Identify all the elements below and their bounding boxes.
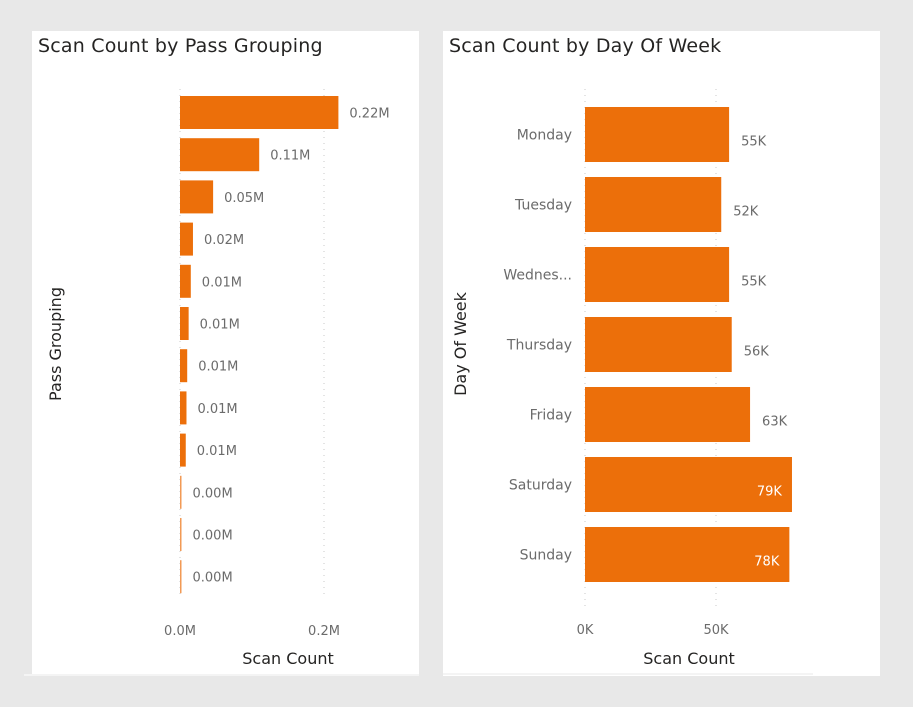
bar[interactable] xyxy=(180,222,193,256)
category-label: Thursday xyxy=(506,338,572,354)
bar[interactable] xyxy=(180,475,182,509)
chart-panel-pass-grouping[interactable]: Scan Count by Pass Grouping 0.22M 0.11M 0.… xyxy=(32,31,419,676)
bar[interactable] xyxy=(180,138,260,172)
bar-chart-pass-grouping: 0.22M 0.11M 0.05M 0.02M 0.01M 0.01M 0.01M 0.01M… xyxy=(46,89,390,668)
data-label: 0.01M xyxy=(198,360,238,375)
data-label: 0.00M xyxy=(193,571,233,586)
data-label: 0.01M xyxy=(197,444,237,459)
category-label: Saturday xyxy=(509,478,572,494)
data-label: 55K xyxy=(741,135,767,150)
data-label: 78K xyxy=(754,555,780,570)
category-label: Wednes... xyxy=(503,268,572,284)
y-axis-title: Day Of Week xyxy=(451,291,470,396)
bar[interactable] xyxy=(585,107,730,162)
x-tick-label: 0.0M xyxy=(164,624,196,639)
category-label: Sunday xyxy=(520,548,572,564)
category-label: Monday xyxy=(517,128,572,144)
x-axis-title: Scan Count xyxy=(643,649,735,668)
bar[interactable] xyxy=(180,264,191,298)
data-label: 0.01M xyxy=(197,402,237,417)
bar[interactable] xyxy=(180,391,187,425)
data-label: 55K xyxy=(741,275,767,290)
bar[interactable] xyxy=(180,433,186,467)
category-label: Tuesday xyxy=(514,198,572,214)
data-label: 0.11M xyxy=(270,149,310,164)
bar[interactable] xyxy=(180,349,188,383)
bar[interactable] xyxy=(585,387,751,442)
bar[interactable] xyxy=(585,527,790,582)
bar[interactable] xyxy=(180,518,182,551)
data-label: 52K xyxy=(733,205,759,220)
bar[interactable] xyxy=(585,457,792,512)
data-label: 0.05M xyxy=(224,191,264,206)
bar-chart-day-of-week: 55K 52K 55K 56K 63K 79K 78K Monday Tuesday Wedne… xyxy=(451,89,792,668)
data-label: 0.02M xyxy=(204,233,244,248)
data-label: 0.22M xyxy=(349,107,389,122)
bar[interactable] xyxy=(585,177,722,232)
data-label: 56K xyxy=(744,345,770,360)
data-label: 0.01M xyxy=(200,318,240,333)
x-tick-label: 0K xyxy=(577,623,594,638)
x-axis-title: Scan Count xyxy=(242,649,334,668)
data-label: 79K xyxy=(757,485,783,500)
chart-panel-day-of-week[interactable]: Scan Count by Day Of Week 55K 52K 55K 56K 63… xyxy=(443,31,880,676)
data-label: 63K xyxy=(762,415,788,430)
y-axis-title: Pass Grouping xyxy=(46,287,65,401)
data-label: 0.01M xyxy=(202,275,242,290)
panel-divider xyxy=(24,674,419,676)
bar[interactable] xyxy=(180,180,214,214)
bar[interactable] xyxy=(180,96,339,129)
bar[interactable] xyxy=(585,247,730,302)
bar[interactable] xyxy=(180,307,189,340)
bar[interactable] xyxy=(180,560,182,594)
panel-divider xyxy=(443,673,813,675)
data-label: 0.00M xyxy=(193,529,233,544)
chart-title: Scan Count by Day Of Week xyxy=(449,35,722,57)
data-label: 0.00M xyxy=(193,486,233,501)
x-tick-label: 0.2M xyxy=(308,624,340,639)
category-label: Friday xyxy=(530,408,572,424)
x-tick-label: 50K xyxy=(703,623,729,638)
chart-title: Scan Count by Pass Grouping xyxy=(38,35,323,57)
bar[interactable] xyxy=(585,317,732,372)
